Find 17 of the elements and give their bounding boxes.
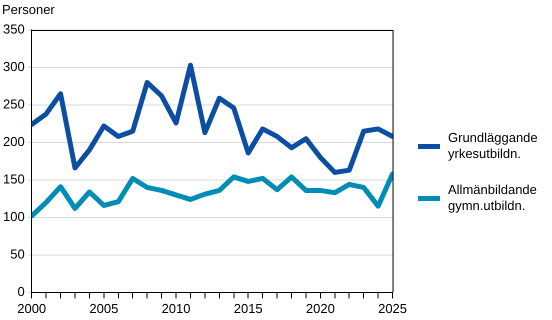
x-tick-label: 2005 xyxy=(89,300,118,316)
y-tick-label: 100 xyxy=(2,209,25,224)
legend-label: Grundläggande yrkesutbildn. xyxy=(448,130,538,162)
y-tick-label: 350 xyxy=(2,22,25,37)
x-tick-label: 2000 xyxy=(17,300,46,316)
x-tick-label: 2015 xyxy=(234,300,263,316)
x-tick-label: 2020 xyxy=(306,300,335,316)
x-tick-label: 2025 xyxy=(378,300,407,316)
y-tick-label: 50 xyxy=(10,246,25,262)
legend-label: Allmänbildande gymn.utbildn. xyxy=(448,182,538,214)
y-tick-label: 300 xyxy=(2,59,25,74)
y-tick-label: 200 xyxy=(2,134,25,150)
y-tick-label: 0 xyxy=(17,284,25,299)
y-axis-title: Personer xyxy=(2,2,56,18)
y-tick-label: 250 xyxy=(2,96,25,112)
y-tick-label: 150 xyxy=(2,172,25,187)
x-tick-label: 2010 xyxy=(162,300,190,316)
